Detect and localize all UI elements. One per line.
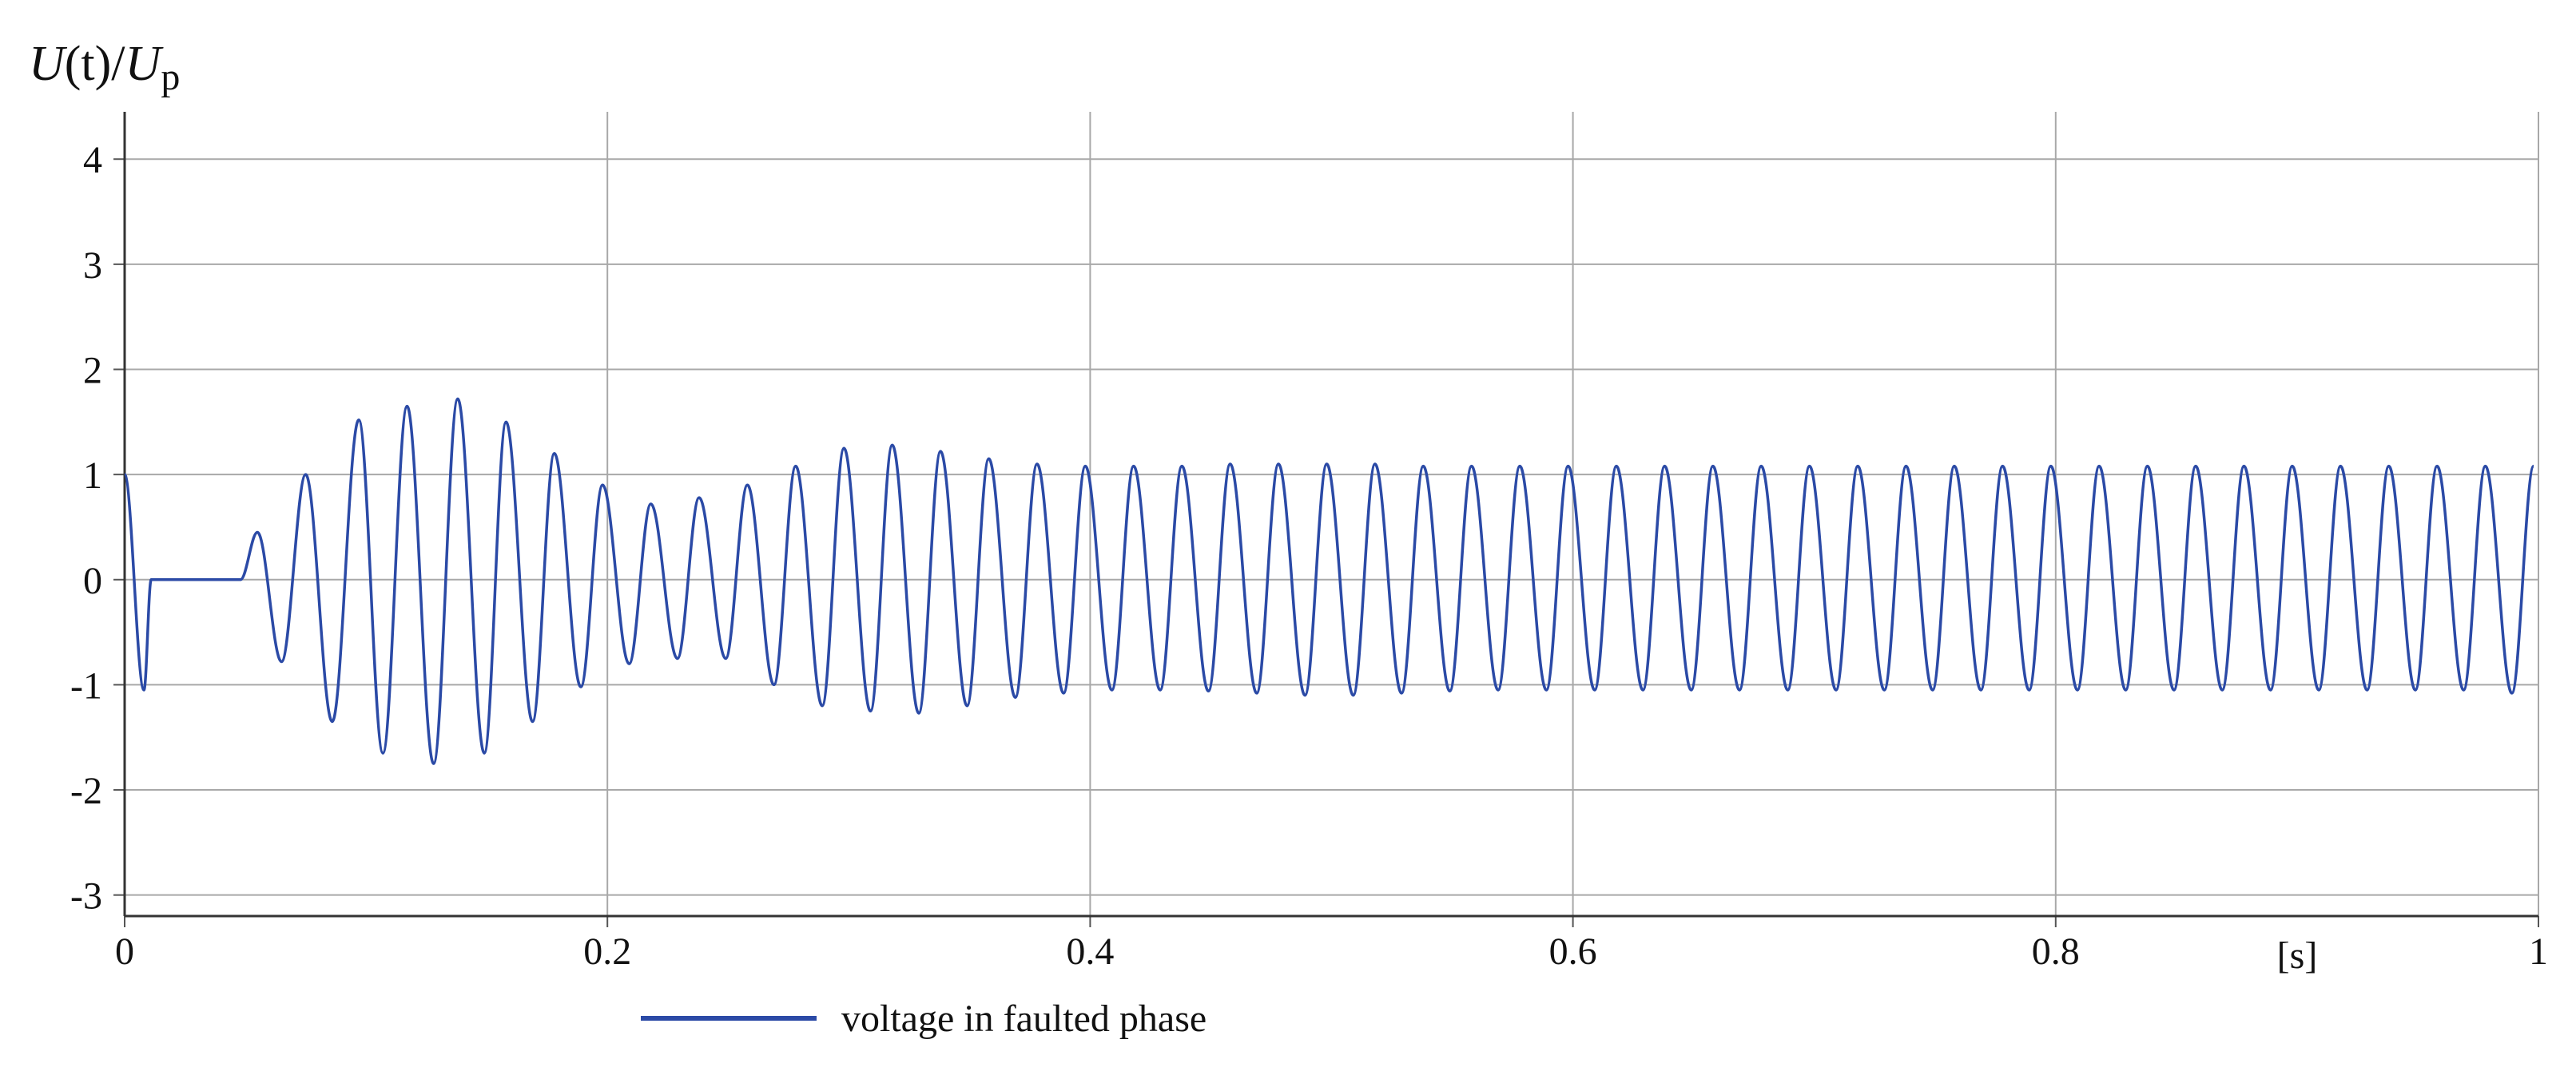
x-tick-label: 0.8: [2032, 930, 2080, 973]
y-tick-label: 2: [83, 350, 102, 392]
y-label-part: (t)/: [65, 37, 126, 91]
x-tick-label: 0.4: [1066, 930, 1114, 973]
y-tick-label: 1: [83, 454, 102, 497]
data-line: [123, 397, 2535, 765]
x-tick-label: 0.2: [583, 930, 631, 973]
y-tick-label: 3: [83, 244, 102, 287]
y-label-part: p: [161, 56, 180, 98]
x-tick-label: 1: [2529, 930, 2548, 973]
x-tick-label: 0: [115, 930, 134, 973]
y-axis-label: U(t)/Up: [29, 37, 180, 98]
y-label-part: U: [125, 37, 165, 91]
y-label-part: U: [29, 37, 68, 91]
legend-label: voltage in faulted phase: [841, 998, 1207, 1040]
x-unit-label: [s]: [2277, 934, 2318, 977]
y-tick-label: 4: [83, 139, 102, 181]
y-tick-label: -2: [70, 770, 102, 812]
y-tick-label: -3: [70, 875, 102, 918]
y-tick-label: 0: [83, 560, 102, 602]
x-tick-label: 0.6: [1549, 930, 1597, 973]
y-tick-label: -1: [70, 664, 102, 707]
